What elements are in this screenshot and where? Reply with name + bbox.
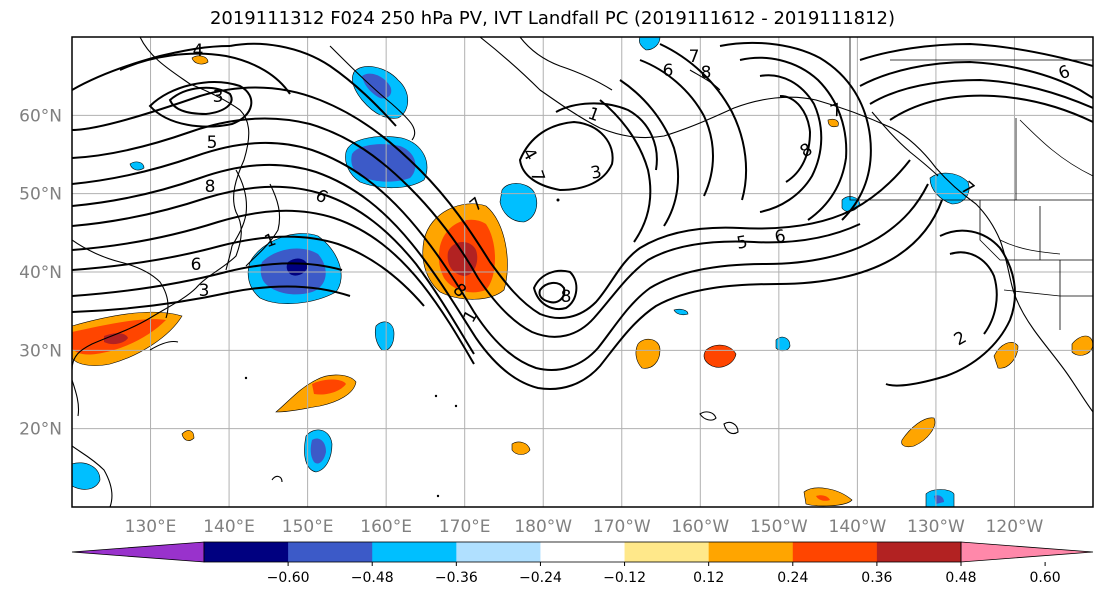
lat-tick-label: 40°N (19, 263, 62, 283)
colorbar-extend-high (960, 541, 1094, 563)
lon-tick-label: 160°E (360, 517, 412, 537)
positive-anomaly-patch (181, 430, 195, 441)
colorbar-outline (203, 541, 962, 563)
lon-tick-label: 140°E (203, 517, 255, 537)
lat-tick-label: 20°N (19, 420, 62, 440)
positive-anomaly-patch (1071, 335, 1093, 356)
contour-label: 1 (459, 307, 482, 326)
colorbar-tick-label: −0.48 (351, 570, 394, 586)
lon-tick-label: 130°W (907, 517, 965, 537)
lon-tick-label: 170°E (439, 517, 491, 537)
positive-anomaly-patch (993, 342, 1019, 369)
colorbar-swatch (372, 542, 457, 562)
contour-label: 7 (689, 47, 700, 67)
gridlines (72, 37, 1093, 507)
colorbar-tick-label: 0.12 (693, 570, 724, 586)
colorbar: −0.60 −0.48 −0.36 −0.24 −0.12 0.12 0.24 0.36 0.4… (71, 541, 1094, 586)
negative-anomaly-patch (673, 308, 689, 316)
lat-tick-label: 60°N (19, 106, 62, 126)
lon-tick-label: 160°W (671, 517, 729, 537)
contour-label: 5 (735, 232, 749, 254)
lon-tick-label: 140°W (829, 517, 887, 537)
contour-label: 4 (193, 41, 204, 61)
lon-tick-label: 180°W (514, 517, 572, 537)
islands (244, 198, 739, 498)
negative-anomaly-patch (129, 161, 145, 171)
lon-tick-label: 120°W (986, 517, 1044, 537)
colorbar-tick-label: 0.60 (1030, 570, 1061, 586)
coastlines (72, 37, 1093, 507)
contour-label: 7 (828, 100, 845, 122)
colorbar-tick-label: −0.60 (267, 570, 310, 586)
colorbar-swatch (876, 542, 962, 562)
contour-label: 6 (773, 226, 787, 248)
negative-anomaly-patch (72, 462, 101, 490)
contour-label: 6 (191, 255, 202, 275)
contour-label: 3 (589, 162, 603, 184)
colorbar-swatch (204, 542, 289, 562)
colorbar-extend-low (71, 541, 205, 563)
colorbar-swatch (288, 542, 373, 562)
lon-tick-label: 130°E (125, 517, 177, 537)
colorbar-swatch (624, 542, 710, 562)
contour-label: 5 (207, 133, 218, 153)
positive-anomaly-patch-core (104, 333, 128, 345)
colorbar-tick-label: −0.12 (603, 570, 646, 586)
lat-tick-label: 50°N (19, 185, 62, 205)
contour-label: 3 (213, 87, 224, 107)
contour-label: 6 (663, 61, 674, 81)
negative-anomaly-patch-strong (362, 73, 392, 99)
colorbar-tick-label: −0.36 (435, 570, 478, 586)
lat-tick-label: 30°N (19, 341, 62, 361)
chart-title: 2019111312 F024 250 hPa PV, IVT Landfall… (209, 8, 896, 29)
colorbar-swatch (540, 542, 626, 562)
longitude-tick-labels: 130°E 140°E 150°E 160°E 170°E 180°W 170°W 160°W… (125, 517, 1044, 537)
positive-anomaly-patch (901, 417, 936, 448)
positive-anomaly-patch (803, 487, 853, 507)
map-frame (71, 36, 1094, 508)
colorbar-tick-label: 0.48 (945, 570, 976, 586)
lon-tick-label: 150°E (282, 517, 334, 537)
contour-label: 8 (701, 63, 712, 83)
colorbar-tick-label: 0.36 (861, 570, 892, 586)
positive-anomaly-patch-strong (816, 495, 830, 501)
contour-label: 3 (199, 281, 210, 301)
negative-anomaly-patch-strong (310, 438, 326, 464)
positive-anomaly-patch (635, 338, 661, 369)
contour-label: 8 (797, 139, 816, 162)
negative-anomaly-patch (775, 336, 791, 352)
lon-tick-label: 170°W (593, 517, 651, 537)
colorbar-swatch (708, 542, 794, 562)
positive-anomaly-patch-strong (703, 344, 737, 368)
positive-anomaly-patch-core (447, 241, 478, 276)
negative-anomaly-patch-strong (934, 495, 944, 504)
colorbar-tick-label: 0.24 (777, 570, 808, 586)
latitude-tick-labels: 20°N 30°N 40°N 50°N 60°N (19, 106, 62, 439)
lon-tick-label: 150°W (750, 517, 808, 537)
contour-label: 8 (205, 177, 216, 197)
positive-anomaly-patch (511, 441, 531, 455)
colorbar-swatch (456, 542, 541, 562)
contour-label: 2 (951, 327, 970, 350)
negative-anomaly-patch (499, 183, 537, 223)
negative-anomaly-patch (638, 37, 661, 51)
contour-label: 8 (561, 287, 572, 307)
pv-contours (72, 41, 1093, 390)
colorbar-tick-label: −0.24 (519, 570, 562, 586)
colorbar-swatch (792, 542, 878, 562)
positive-anomaly-patch-strong (312, 379, 346, 395)
negative-anomaly-patch (374, 321, 395, 351)
positive-anomaly-patch (827, 118, 839, 128)
positive-anomaly-patch (191, 55, 209, 65)
